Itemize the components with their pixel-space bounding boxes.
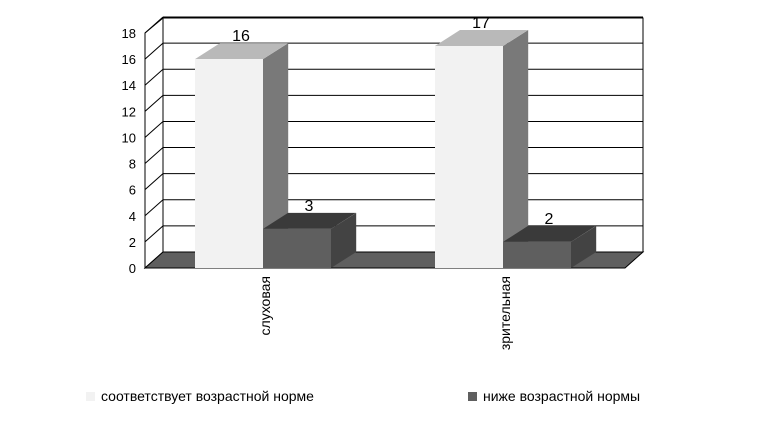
y-tick-label: 6 — [129, 183, 136, 198]
bar-side — [571, 225, 597, 268]
bar-front — [435, 46, 503, 268]
bar-top — [435, 30, 528, 47]
bars: 16 3 17 2 — [195, 15, 597, 268]
gridline-side — [144, 94, 164, 112]
bar-top — [503, 225, 596, 242]
data-label: 2 — [545, 211, 554, 228]
bar-front — [195, 59, 263, 268]
gridline-side — [144, 173, 164, 191]
bar-2-1: 3 — [263, 198, 357, 268]
legend-item-series-1: соответствует возрастной норме — [86, 388, 314, 404]
data-label: 17 — [472, 15, 490, 32]
gridline-side — [144, 68, 164, 86]
left-wall — [144, 16, 164, 270]
data-label: 3 — [305, 198, 314, 215]
legend-label-series-2: ниже возрастной нормы — [483, 388, 641, 404]
bar-side — [503, 30, 529, 268]
y-tick-label: 14 — [122, 78, 136, 93]
gridline-side — [144, 199, 164, 217]
legend-item-series-2: ниже возрастной нормы — [468, 388, 640, 404]
bar-side — [263, 43, 289, 268]
y-tick-label: 18 — [122, 26, 136, 41]
gridline-side — [144, 16, 164, 34]
y-tick-label: 0 — [129, 261, 136, 276]
bar-side — [331, 212, 357, 268]
gridline-side — [144, 225, 164, 243]
legend-swatch-series-2 — [468, 391, 477, 401]
gridline-side — [144, 42, 164, 60]
bar-1-1: 16 — [195, 28, 289, 268]
bar-2-2: 2 — [503, 211, 597, 268]
y-tick-label: 2 — [129, 235, 136, 250]
y-axis-ticks: 0 2 4 6 8 10 12 14 16 18 — [122, 26, 136, 276]
legend-label-series-1: соответствует возрастной норме — [101, 388, 314, 404]
category-label: слуховая — [257, 276, 273, 335]
y-tick-label: 10 — [122, 130, 136, 145]
bar-front — [263, 228, 331, 268]
legend-swatch-series-1 — [86, 391, 95, 401]
bar-front — [503, 241, 571, 268]
bar-1-2: 17 — [435, 15, 529, 268]
y-tick-label: 16 — [122, 52, 136, 67]
bar-top — [195, 43, 288, 60]
y-tick-label: 12 — [122, 104, 136, 119]
legend: соответствует возрастной норме ниже возр… — [0, 388, 760, 408]
category-labels: слуховая зрительная — [257, 276, 513, 350]
category-label: зрительная — [497, 276, 513, 350]
bar-top — [263, 212, 356, 229]
gridline-side — [144, 121, 164, 138]
y-tick-label: 8 — [129, 157, 136, 172]
data-label: 16 — [232, 28, 250, 45]
y-tick-label: 4 — [129, 209, 136, 224]
gridline-side — [144, 147, 164, 164]
